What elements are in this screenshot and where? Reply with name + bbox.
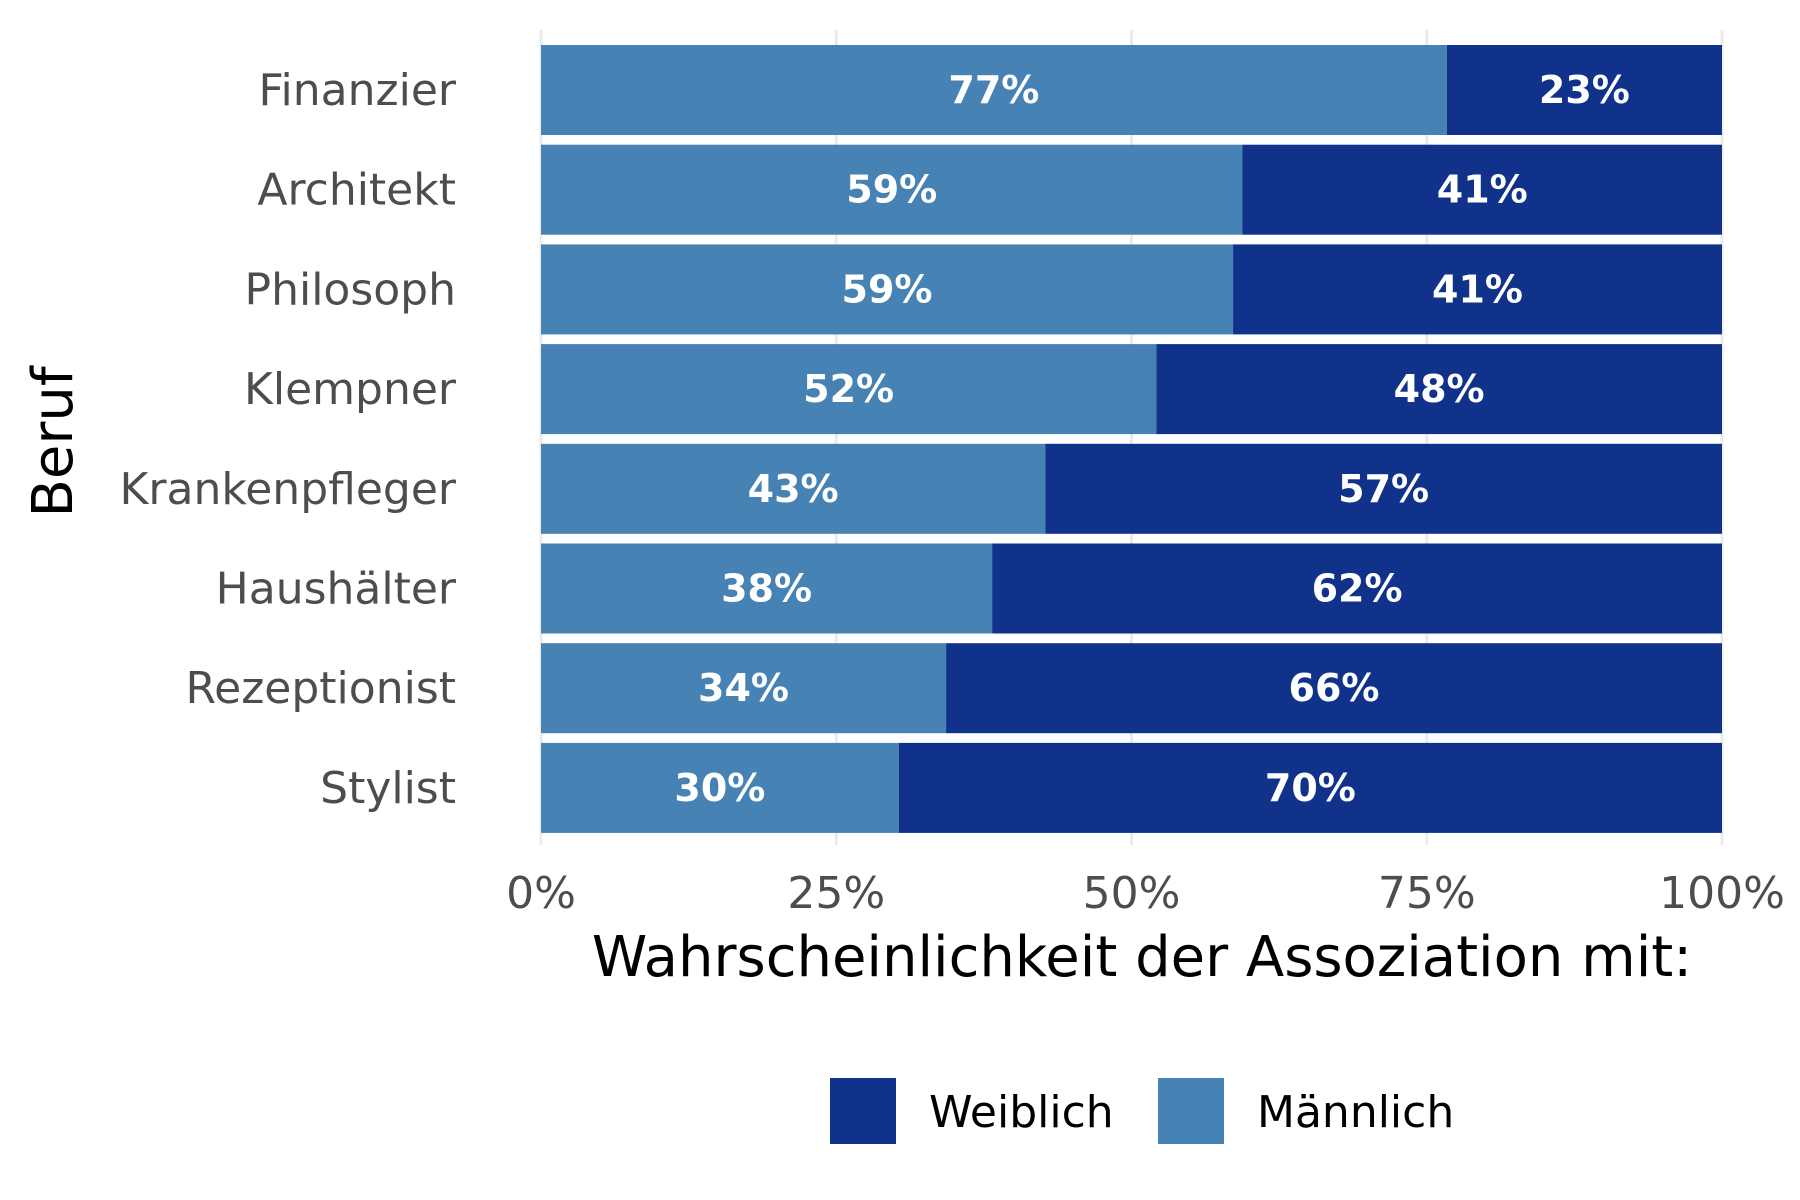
bar-data-label: 57% [1338, 467, 1429, 511]
x-tick-label: 50% [1083, 868, 1181, 919]
bar-data-label: 34% [698, 666, 789, 710]
bar-data-label: 41% [1437, 168, 1528, 212]
bar-data-label: 52% [803, 367, 894, 411]
bar-data-label: 77% [948, 68, 1039, 112]
category-label: Finanzier [258, 65, 456, 116]
category-label: Klempner [244, 364, 457, 415]
bar-segment [1233, 244, 1722, 335]
bar-segment [1446, 45, 1722, 135]
bar-data-label: 43% [748, 467, 839, 511]
bar-segment [1242, 144, 1722, 235]
bar-data-label: 38% [721, 567, 812, 611]
legend-label: Weiblich [929, 1087, 1114, 1138]
category-label: Haushälter [216, 564, 457, 615]
bar-segment [541, 144, 1243, 235]
bar-data-label: 62% [1312, 567, 1403, 611]
x-tick-label: 75% [1378, 868, 1476, 919]
bar-segment [992, 543, 1722, 634]
x-tick-label: 100% [1659, 868, 1785, 919]
bar-data-label: 59% [846, 168, 937, 212]
bar-segment [541, 443, 1046, 534]
legend-key [1158, 1078, 1224, 1144]
category-label: Krankenpfleger [120, 464, 457, 515]
bar-data-label: 59% [842, 267, 933, 311]
x-tick-label: 25% [787, 868, 885, 919]
bar-data-label: 30% [674, 766, 765, 810]
legend-key [830, 1078, 896, 1144]
bar-data-label: 48% [1394, 367, 1485, 411]
bar-segment [1156, 344, 1722, 435]
category-label: Philosoph [245, 264, 456, 315]
x-tick-label: 0% [506, 868, 576, 919]
category-label: Stylist [320, 763, 456, 814]
bar-data-label: 70% [1265, 766, 1356, 810]
bars [541, 45, 1722, 833]
bar-data-label: 66% [1289, 666, 1380, 710]
bar-segment [541, 643, 947, 734]
bar-segment [1045, 443, 1722, 534]
bar-segment [541, 742, 899, 833]
x-tick-labels: 0% 25% 50% 75% 100% [506, 868, 1785, 919]
category-label: Architekt [257, 165, 456, 216]
bar-segment [541, 543, 993, 634]
bar-labels: 77% 23% 59% 41% 59% 41% 52% 48% 43% 57% 38% 62% 34% 6… [674, 68, 1629, 810]
legend-label: Männlich [1257, 1087, 1454, 1138]
bar-data-label: 41% [1432, 267, 1523, 311]
bar-segment [541, 45, 1447, 135]
category-label: Rezeptionist [186, 663, 456, 714]
category-labels: Finanzier Architekt Philosoph Klempner Krank… [120, 65, 457, 814]
legend: Weiblich Männlich [830, 1078, 1454, 1144]
y-axis-title: Beruf [21, 365, 86, 517]
x-axis-title: Wahrscheinlichkeit der Assoziation mit: [592, 925, 1692, 990]
bar-segment [898, 742, 1722, 833]
bar-segment [946, 643, 1722, 734]
bar-data-label: 23% [1539, 68, 1630, 112]
bar-segment [541, 244, 1234, 335]
bar-segment [541, 344, 1157, 435]
